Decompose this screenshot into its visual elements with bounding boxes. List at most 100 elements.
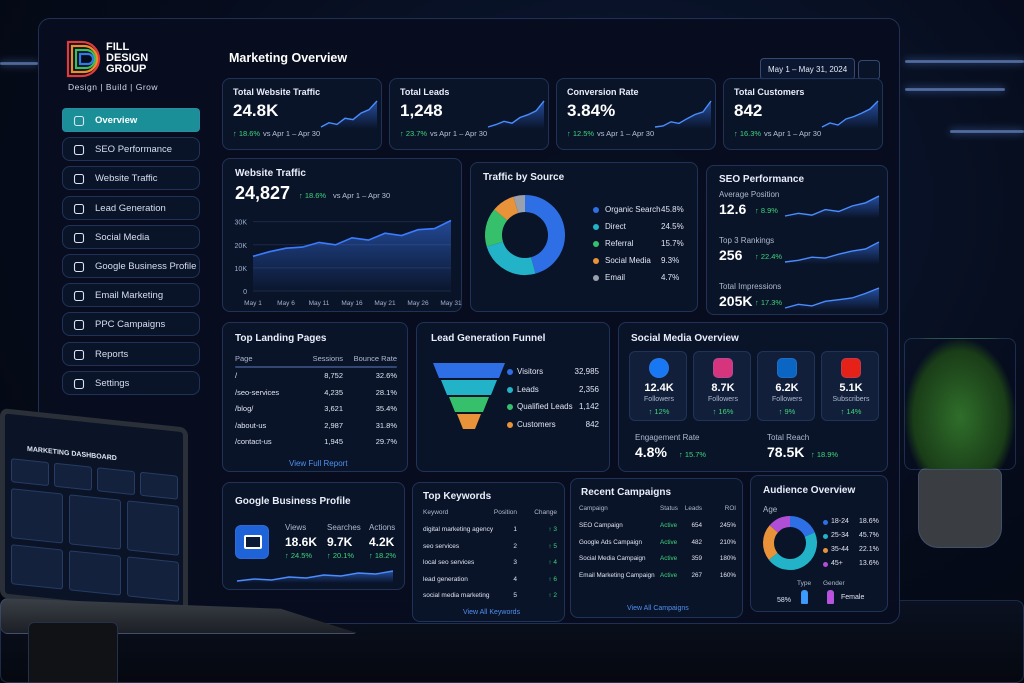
table-cell: Active [660,522,678,529]
nav-item[interactable]: Social Media [62,224,200,249]
nav-item[interactable]: Settings [62,370,200,395]
donut-chart [763,516,817,570]
social-label: Followers [772,396,802,403]
table-header: Status [660,505,678,512]
card-title: Audience Overview [763,485,856,496]
table-cell: digital marketing agency [423,526,494,533]
social-stat-change: ↑ 18.9% [811,450,839,459]
nav-label: Reports [95,348,129,360]
table-cell: Active [660,571,678,579]
legend-label: 18-24 [831,518,849,525]
kpi-label: Total Leads [400,87,450,97]
nav-item[interactable]: Lead Generation [62,195,200,220]
donut-chart [485,195,565,275]
stage-value: 2,356 [578,384,599,394]
sparkline-line [821,100,879,128]
sparkline-area [785,196,879,218]
nav-item[interactable]: Email Marketing [62,283,200,308]
gbp-change: ↑ 20.1% [327,551,355,560]
card-title: Top Landing Pages [235,333,327,344]
gbp-card: Google Business Profile Views 18.6K ↑ 24.5%… [222,482,405,590]
line-area [253,220,451,291]
nav-item[interactable]: Reports [62,341,200,366]
kpi-card: Total Customers 842 ↑ 16.3% vs Apr 1 – Apr … [723,78,883,150]
table-cell: Active [660,538,678,546]
social-label: Subscribers [832,396,870,403]
sparkline [784,287,880,310]
nav-item[interactable]: SEO Performance [62,137,200,162]
view-link[interactable]: View All Campaigns [627,605,689,612]
legend-dot [823,548,828,553]
kpi-value: 842 [734,101,763,120]
brand-tagline: Design | Build | Grow [68,82,159,92]
table-cell: Email Marketing Campaign [579,571,655,579]
card-title: Traffic by Source [483,172,565,183]
line-series [252,219,452,258]
gbp-change: ↑ 24.5% [285,551,313,560]
table-header: Change [534,509,557,516]
x-tick-label: May 11 [309,300,330,307]
kpi-value: 1,248 [400,101,443,120]
metric-change: ↑ 8.9% [755,206,778,215]
view-link[interactable]: View All Keywords [463,609,521,616]
social-value: 8.7K [711,382,735,394]
donut-segment [524,195,565,274]
landing-pages-card: Top Landing Pages Page Sessions Bounce Rate… [222,322,408,472]
funnel-stage [433,363,505,378]
social-card: Social Media Overview 12.4K Followers ↑ 12%… [618,322,888,472]
y-tick-label: 20K [235,243,248,250]
table-cell: seo services [423,542,460,550]
legend-value: 9.3% [661,256,680,265]
laptop-mini-card [69,494,121,550]
nav-label: Google Business Profile [95,261,197,272]
gender-heading: Gender [823,580,845,587]
table-cell: 1 [513,526,517,533]
icon-shape [73,261,85,273]
calendar-button[interactable] [858,60,880,80]
metric-change: ↑ 17.3% [755,298,783,307]
nav-item[interactable]: Google Business Profile [62,254,200,278]
social-stat-value: 4.8% [635,444,667,460]
female-icon [827,590,834,604]
stage-label: Visitors [517,367,544,376]
nav-item[interactable]: Website Traffic [62,166,200,191]
nav-label: Lead Generation [95,202,166,214]
sparkline-area [488,101,544,129]
donut-segment [768,532,817,570]
laptop-mini-card [11,458,49,487]
logo-stroke [66,40,101,78]
kpi-value: 3.84% [567,101,616,120]
kpi-change: ↑ 12.5% [567,129,595,138]
legend-dot [507,369,513,375]
gbp-value: 9.7K [327,535,353,549]
nav-icon [73,320,85,331]
nav-item[interactable]: PPC Campaigns [62,312,200,337]
nav-icon [73,174,85,185]
stage-value: 1,142 [578,402,599,411]
legend-dot [507,404,513,410]
mug [28,622,118,683]
date-range[interactable]: May 1 – May 31, 2024 [760,58,855,80]
donut-segment [763,525,779,560]
card-title: Google Business Profile [235,496,351,507]
y-tick-label: 10K [235,266,248,273]
legend-dot [593,224,599,230]
laptop-mini-card [11,488,63,544]
social-value: 5.1K [839,382,863,394]
table-header: Keyword [423,509,449,516]
table-cell: 29.7% [375,437,397,446]
funnel-stage [457,414,481,429]
ceiling-light [0,62,38,65]
view-link[interactable]: View Full Report [289,459,348,468]
sparkline [654,100,712,129]
table-cell: local seo services [423,559,475,566]
table-cell: 359 [691,555,702,562]
legend-value: 24.5% [661,222,684,231]
nav-item[interactable]: Overview [62,108,200,132]
nav-label: Settings [95,377,130,389]
male-icon [801,590,808,604]
brand-name: DESIGN [106,52,149,64]
social-icon [777,358,797,378]
donut-segment [769,516,791,533]
social-stat-label: Engagement Rate [635,433,700,442]
